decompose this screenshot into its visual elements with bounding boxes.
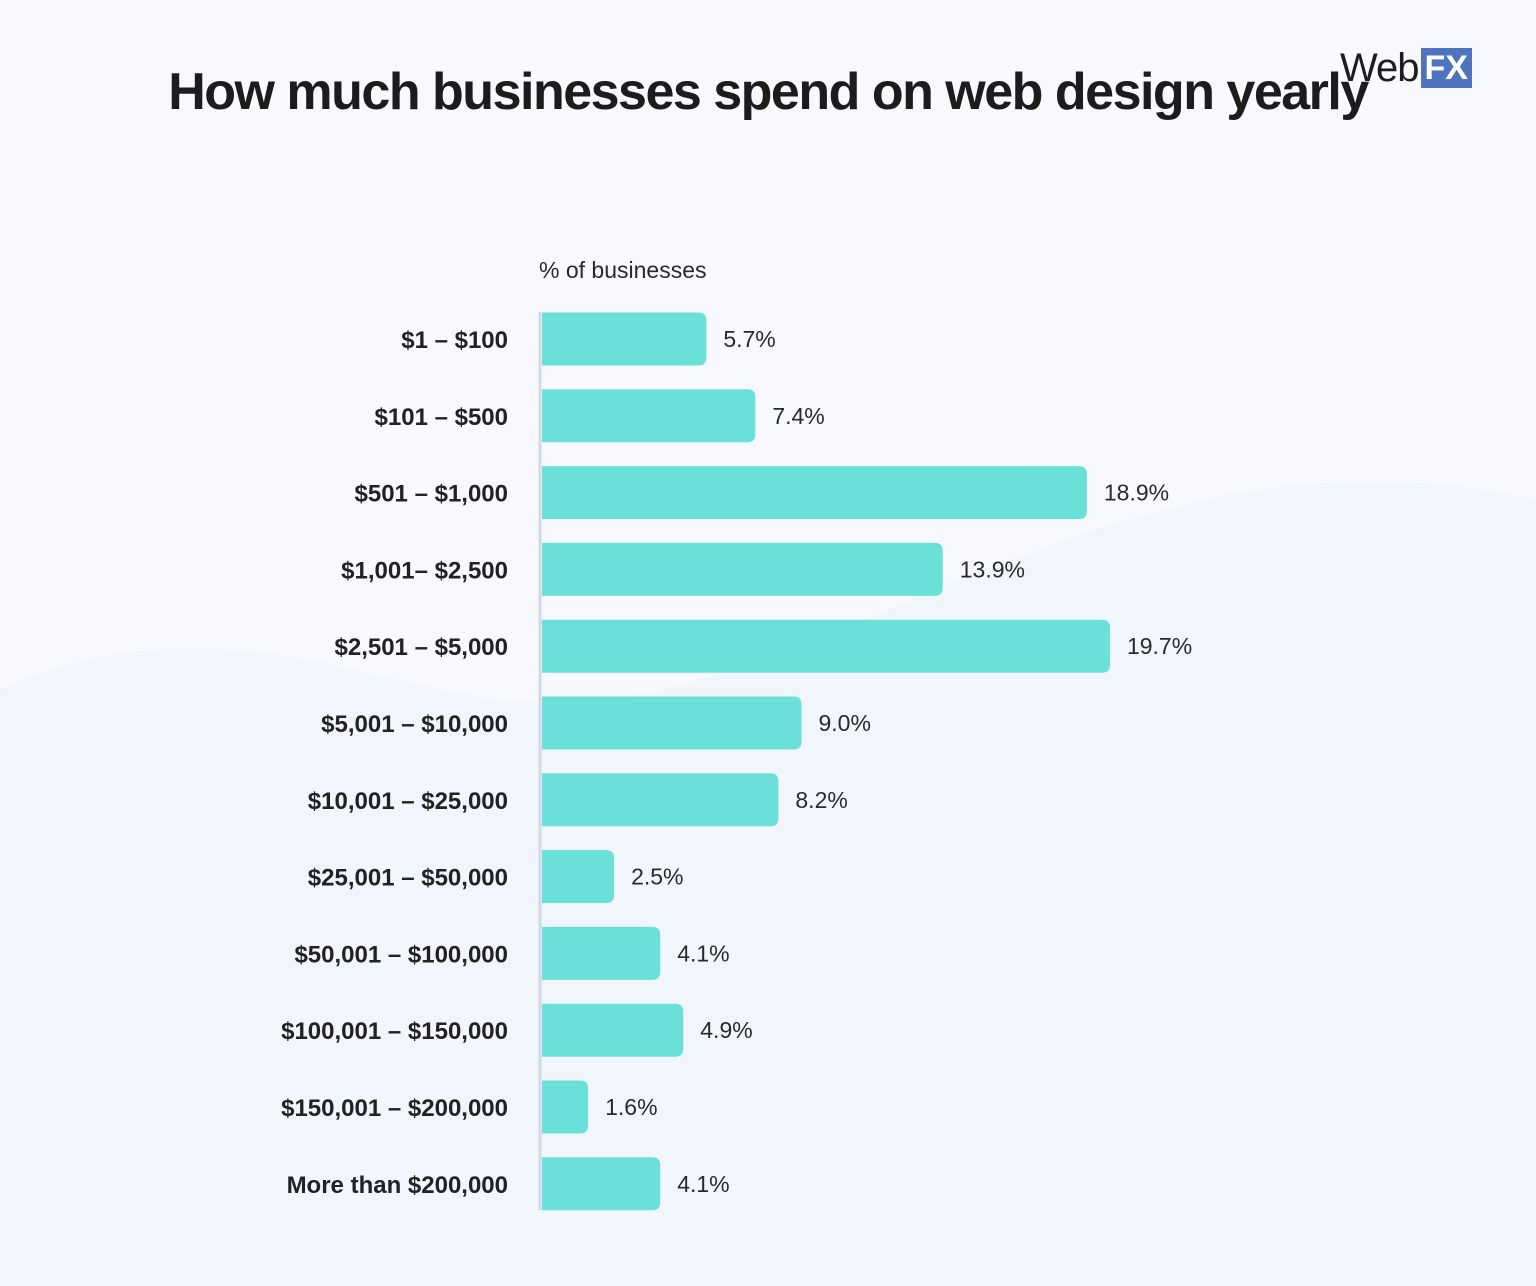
bar xyxy=(542,542,943,596)
category-label: $25,001 – $50,000 xyxy=(308,865,508,892)
data-label: 18.9% xyxy=(1104,480,1169,506)
data-label: 9.0% xyxy=(818,710,870,736)
chart-title: How much businesses spend on web design … xyxy=(168,63,1369,121)
category-label: $100,001 – $150,000 xyxy=(281,1018,508,1045)
logo-fx: FX xyxy=(1420,48,1472,88)
bar xyxy=(542,850,615,904)
bar xyxy=(542,312,707,366)
bar xyxy=(542,466,1087,520)
data-label: 8.2% xyxy=(795,787,847,813)
bar xyxy=(542,696,802,750)
category-label: $150,001 – $200,000 xyxy=(281,1095,508,1122)
bar xyxy=(542,926,661,980)
category-label: $1,001– $2,500 xyxy=(341,557,508,584)
category-label: $101 – $500 xyxy=(375,404,508,431)
category-label: $2,501 – $5,000 xyxy=(335,634,509,661)
category-label: $5,001 – $10,000 xyxy=(321,711,508,738)
webfx-logo: Web FX xyxy=(1340,45,1472,90)
bar xyxy=(542,773,779,827)
bar xyxy=(542,389,756,443)
bar xyxy=(542,1003,684,1057)
data-label: 4.9% xyxy=(700,1017,752,1043)
category-label: $501 – $1,000 xyxy=(355,481,508,508)
category-label: More than $200,000 xyxy=(287,1172,508,1199)
data-label: 1.6% xyxy=(605,1094,657,1120)
category-label: $1 – $100 xyxy=(401,327,508,354)
data-label: 13.9% xyxy=(960,556,1025,582)
category-label: $50,001 – $100,000 xyxy=(294,941,508,968)
x-axis-title: % of businesses xyxy=(539,257,707,283)
data-label: 5.7% xyxy=(723,326,775,352)
bar xyxy=(542,1080,589,1134)
data-label: 2.5% xyxy=(631,864,683,890)
data-label: 7.4% xyxy=(772,403,824,429)
data-label: 4.1% xyxy=(677,1171,729,1197)
data-label: 19.7% xyxy=(1127,633,1192,659)
bar xyxy=(542,1157,661,1211)
data-label: 4.1% xyxy=(677,940,729,966)
logo-web: Web xyxy=(1340,45,1420,90)
bar xyxy=(542,619,1110,673)
background-wave xyxy=(0,481,1536,1286)
category-label: $10,001 – $25,000 xyxy=(308,788,508,815)
